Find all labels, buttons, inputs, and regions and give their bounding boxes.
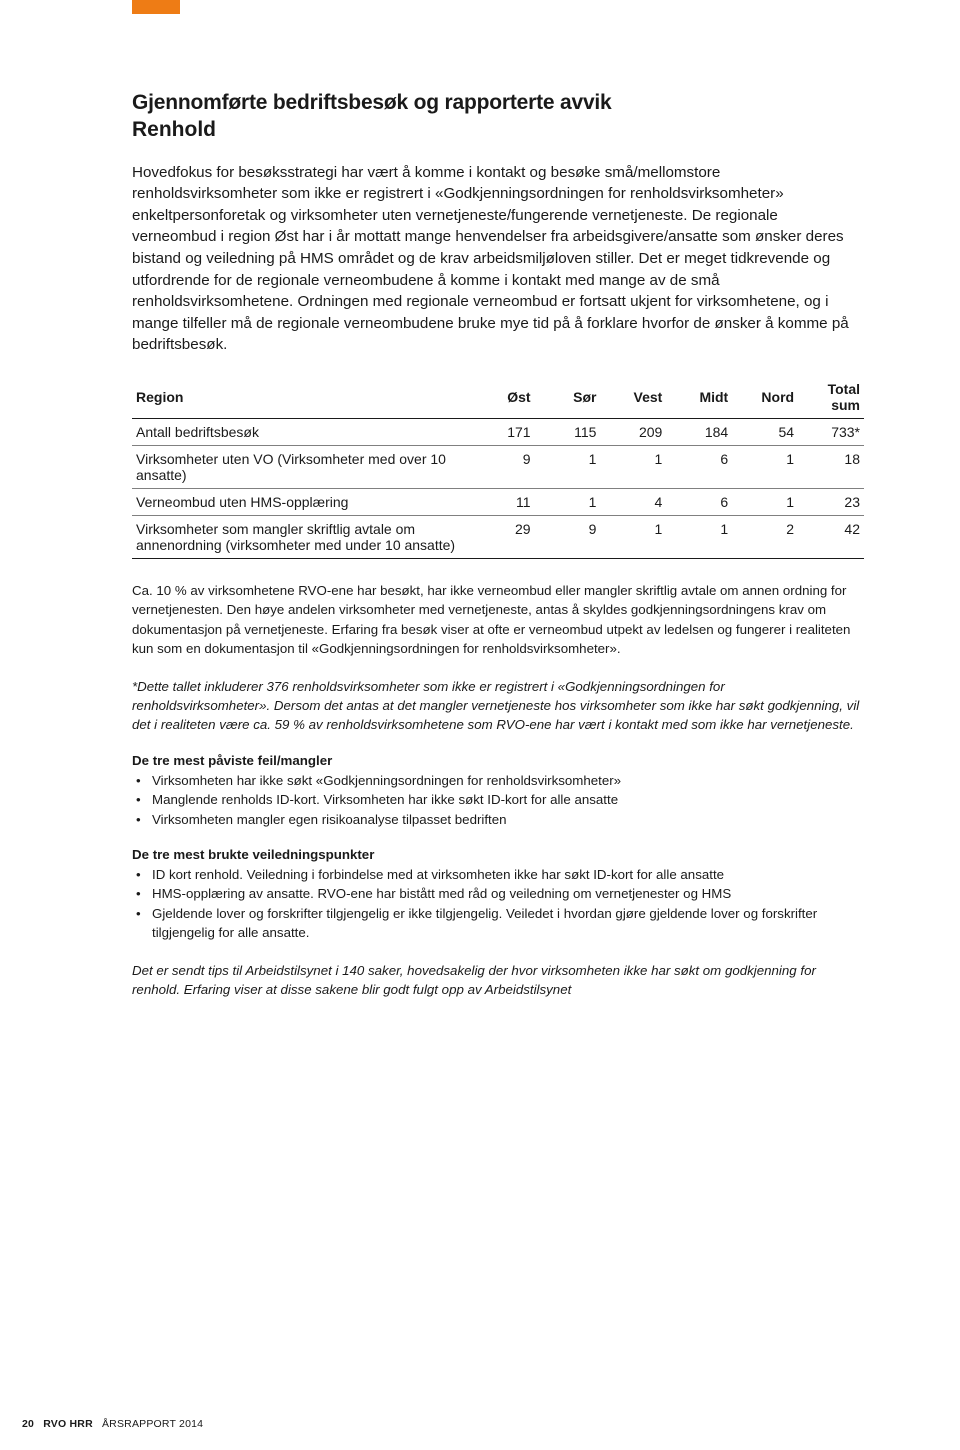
cell: 1 xyxy=(732,445,798,488)
section-heading-feil: De tre mest påviste feil/mangler xyxy=(132,753,864,768)
cell: 2 xyxy=(732,515,798,558)
list-item: HMS-opplæring av ansatte. RVO-ene har bi… xyxy=(132,884,864,903)
region-table: Region Øst Sør Vest Midt Nord Total sum … xyxy=(132,376,864,559)
col-header: Nord xyxy=(732,376,798,419)
cell: 733* xyxy=(798,418,864,445)
cell: 42 xyxy=(798,515,864,558)
bullet-list-veiledning: ID kort renhold. Veiledning i forbindels… xyxy=(132,865,864,943)
intro-paragraph: Hovedfokus for besøksstrategi har vært å… xyxy=(132,162,864,356)
table-footnote-2: *Dette tallet inkluderer 376 renholdsvir… xyxy=(132,677,864,735)
cell: Verneombud uten HMS-opplæring xyxy=(132,488,469,515)
list-item: Manglende renholds ID-kort. Virksomheten… xyxy=(132,790,864,809)
table-footnote-1: Ca. 10 % av virksomhetene RVO-ene har be… xyxy=(132,581,864,659)
cell: 1 xyxy=(535,445,601,488)
cell: 23 xyxy=(798,488,864,515)
page-number: 20 xyxy=(22,1418,34,1430)
footer-text-bold: RVO HRR xyxy=(43,1418,93,1430)
bullet-list-feil: Virksomheten har ikke søkt «Godkjennings… xyxy=(132,771,864,829)
cell: 9 xyxy=(535,515,601,558)
col-header: Region xyxy=(132,376,469,419)
col-header: Total sum xyxy=(798,376,864,419)
closing-note: Det er sendt tips til Arbeidstilsynet i … xyxy=(132,961,864,1000)
content-area: Gjennomførte bedriftsbesøk og rapportert… xyxy=(0,0,960,999)
cell: 6 xyxy=(666,445,732,488)
table-header-row: Region Øst Sør Vest Midt Nord Total sum xyxy=(132,376,864,419)
cell: 1 xyxy=(732,488,798,515)
table-row: Virksomheter som mangler skriftlig avtal… xyxy=(132,515,864,558)
cell: 11 xyxy=(469,488,535,515)
cell: 171 xyxy=(469,418,535,445)
table-row: Virksomheter uten VO (Virksomheter med o… xyxy=(132,445,864,488)
cell: Virksomheter uten VO (Virksomheter med o… xyxy=(132,445,469,488)
cell: 115 xyxy=(535,418,601,445)
cell: Antall bedriftsbesøk xyxy=(132,418,469,445)
cell: Virksomheter som mangler skriftlig avtal… xyxy=(132,515,469,558)
cell: 9 xyxy=(469,445,535,488)
page: Gjennomførte bedriftsbesøk og rapportert… xyxy=(0,0,960,1450)
table-row: Antall bedriftsbesøk 171 115 209 184 54 … xyxy=(132,418,864,445)
list-item: Gjeldende lover og forskrifter tilgjenge… xyxy=(132,904,864,943)
page-footer: 20 RVO HRR ÅRSRAPPORT 2014 xyxy=(22,1418,203,1430)
header-accent-bar xyxy=(132,0,180,14)
cell: 4 xyxy=(600,488,666,515)
cell: 18 xyxy=(798,445,864,488)
list-item: Virksomheten mangler egen risikoanalyse … xyxy=(132,810,864,829)
cell: 1 xyxy=(600,515,666,558)
col-header: Midt xyxy=(666,376,732,419)
cell: 29 xyxy=(469,515,535,558)
col-header: Øst xyxy=(469,376,535,419)
cell: 1 xyxy=(535,488,601,515)
footer-text: ÅRSRAPPORT 2014 xyxy=(99,1418,203,1430)
page-title: Gjennomførte bedriftsbesøk og rapportert… xyxy=(132,90,864,117)
cell: 209 xyxy=(600,418,666,445)
cell: 1 xyxy=(666,515,732,558)
cell: 1 xyxy=(600,445,666,488)
cell: 54 xyxy=(732,418,798,445)
list-item: Virksomheten har ikke søkt «Godkjennings… xyxy=(132,771,864,790)
col-header: Vest xyxy=(600,376,666,419)
cell: 184 xyxy=(666,418,732,445)
list-item: ID kort renhold. Veiledning i forbindels… xyxy=(132,865,864,884)
section-heading-veiledning: De tre mest brukte veiledningspunkter xyxy=(132,847,864,862)
cell: 6 xyxy=(666,488,732,515)
table-row: Verneombud uten HMS-opplæring 11 1 4 6 1… xyxy=(132,488,864,515)
page-subtitle: Renhold xyxy=(132,117,864,144)
col-header: Sør xyxy=(535,376,601,419)
